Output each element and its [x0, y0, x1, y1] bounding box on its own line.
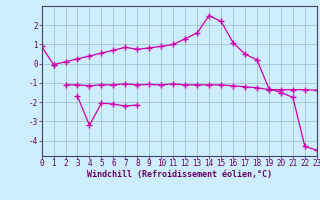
X-axis label: Windchill (Refroidissement éolien,°C): Windchill (Refroidissement éolien,°C): [87, 170, 272, 179]
